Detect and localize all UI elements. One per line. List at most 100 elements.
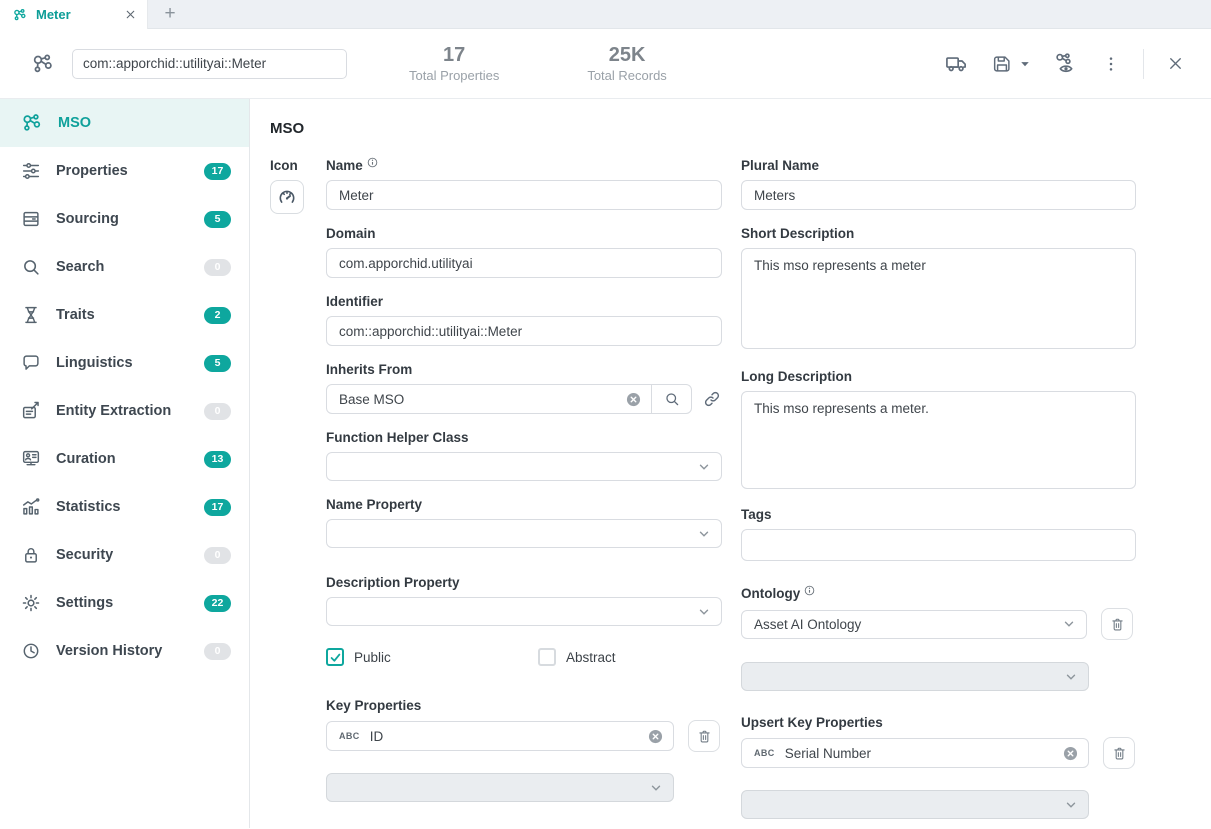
clear-icon[interactable]: [626, 392, 641, 407]
caret-down-icon[interactable]: [1019, 58, 1031, 70]
page-title: MSO: [270, 120, 305, 137]
chevron-down-icon: [1064, 670, 1078, 684]
plural-name-input[interactable]: [741, 180, 1136, 210]
sidebar-item-entity-extraction[interactable]: Entity Extraction 0: [0, 387, 249, 435]
select-value: Asset AI Ontology: [754, 616, 862, 632]
tab-close-icon[interactable]: [124, 8, 137, 21]
identifier-input[interactable]: [326, 316, 722, 346]
new-tab-button[interactable]: +: [164, 3, 176, 24]
short-description-textarea[interactable]: This mso represents a meter: [741, 248, 1136, 349]
upsert-key-properties-field: Upsert Key Properties ABC Serial Number: [741, 715, 1136, 769]
name-field: Name: [326, 157, 722, 210]
link-icon[interactable]: [702, 389, 722, 409]
plural-name-field: Plural Name: [741, 158, 1136, 210]
chevron-down-icon: [1064, 798, 1078, 812]
trash-icon[interactable]: [1101, 608, 1133, 640]
search-icon: [20, 256, 42, 278]
public-checkbox-group: Public: [326, 648, 538, 666]
truck-icon[interactable]: [944, 51, 969, 76]
sidebar-item-sourcing[interactable]: Sourcing 5: [0, 195, 249, 243]
sidebar-item-linguistics[interactable]: Linguistics 5: [0, 339, 249, 387]
upsert-key-properties-add-select[interactable]: [741, 790, 1089, 819]
tab-bar: Meter +: [0, 0, 1211, 29]
sidebar-item-curation[interactable]: Curation 13: [0, 435, 249, 483]
long-description-textarea[interactable]: This mso represents a meter.: [741, 391, 1136, 489]
stat-label: Total Records: [587, 68, 667, 83]
mso-icon-picker[interactable]: [270, 180, 304, 214]
plural-name-label: Plural Name: [741, 158, 820, 173]
tags-label: Tags: [741, 507, 772, 522]
sidebar-item-traits[interactable]: Traits 2: [0, 291, 249, 339]
sidebar-item-search[interactable]: Search 0: [0, 243, 249, 291]
ontology-add-select[interactable]: [741, 662, 1089, 691]
count-badge: 0: [204, 546, 231, 564]
close-icon[interactable]: [1166, 54, 1185, 73]
chevron-down-icon: [697, 527, 711, 541]
tags-field: Tags: [741, 507, 1136, 561]
ontology-label: Ontology: [741, 586, 801, 601]
chevron-down-icon: [649, 781, 663, 795]
sidebar-item-label: Properties: [56, 163, 128, 179]
sidebar-item-settings[interactable]: Settings 22: [0, 579, 249, 627]
molecule-icon: [30, 51, 56, 77]
clock-icon: [20, 640, 42, 662]
trash-icon[interactable]: [688, 720, 720, 752]
chevron-down-icon: [697, 605, 711, 619]
entity-id-input[interactable]: [72, 48, 347, 79]
key-properties-add-select[interactable]: [326, 773, 674, 802]
kebab-menu-icon[interactable]: [1101, 54, 1121, 74]
clear-icon[interactable]: [1063, 746, 1078, 761]
sidebar-item-properties[interactable]: Properties 17: [0, 147, 249, 195]
extract-icon: [20, 400, 42, 422]
long-description-field: Long Description This mso represents a m…: [741, 369, 1136, 494]
inherits-from-input[interactable]: Base MSO: [326, 384, 692, 414]
chevron-down-icon: [1062, 617, 1076, 631]
search-icon[interactable]: [651, 385, 691, 413]
molecule-eye-icon[interactable]: [1053, 51, 1079, 77]
sidebar-item-mso[interactable]: MSO: [0, 99, 249, 147]
header-stats: 17 Total Properties 25K Total Records: [409, 44, 667, 83]
save-button[interactable]: [991, 53, 1031, 75]
domain-input[interactable]: [326, 248, 722, 278]
short-description-field: Short Description This mso represents a …: [741, 226, 1136, 354]
key-properties-field: Key Properties ABC ID: [326, 698, 722, 752]
upsert-key-property-value: Serial Number: [784, 745, 871, 761]
type-prefix: ABC: [754, 748, 775, 758]
name-input[interactable]: [326, 180, 722, 210]
public-checkbox[interactable]: [326, 648, 344, 666]
sidebar-item-security[interactable]: Security 0: [0, 531, 249, 579]
dna-icon: [20, 304, 42, 326]
flags-row: Public Abstract: [326, 648, 722, 666]
clear-icon[interactable]: [648, 729, 663, 744]
gear-icon: [20, 592, 42, 614]
name-property-select[interactable]: [326, 519, 722, 548]
save-icon: [991, 53, 1013, 75]
count-badge: 5: [204, 210, 231, 228]
ontology-field: Ontology Asset AI Ontology: [741, 585, 1136, 640]
sidebar-item-label: Security: [56, 547, 114, 563]
function-helper-class-select[interactable]: [326, 452, 722, 481]
sidebar-item-statistics[interactable]: Statistics 17: [0, 483, 249, 531]
upsert-key-property-chip[interactable]: ABC Serial Number: [741, 738, 1089, 768]
trash-icon[interactable]: [1103, 737, 1135, 769]
sidebar-item-label: Statistics: [56, 499, 121, 515]
tab-meter[interactable]: Meter: [0, 0, 148, 29]
key-property-chip[interactable]: ABC ID: [326, 721, 674, 751]
sidebar-item-label: Sourcing: [56, 211, 119, 227]
abstract-checkbox[interactable]: [538, 648, 556, 666]
name-property-field: Name Property: [326, 497, 722, 548]
sidebar-item-label: Linguistics: [56, 355, 133, 371]
inherits-from-label: Inherits From: [326, 362, 413, 377]
tags-input[interactable]: [741, 529, 1136, 561]
inherits-from-value: Base MSO: [339, 391, 405, 407]
info-icon: [804, 585, 815, 596]
sidebar-item-label: Traits: [56, 307, 95, 323]
monitor-person-icon: [20, 448, 42, 470]
sidebar-item-version-history[interactable]: Version History 0: [0, 627, 249, 675]
ontology-select[interactable]: Asset AI Ontology: [741, 609, 1087, 639]
count-badge: 0: [204, 402, 231, 420]
domain-field: Domain: [326, 226, 722, 278]
sidebar-item-label: Version History: [56, 643, 163, 659]
description-property-select[interactable]: [326, 597, 722, 626]
count-badge: 0: [204, 642, 231, 660]
